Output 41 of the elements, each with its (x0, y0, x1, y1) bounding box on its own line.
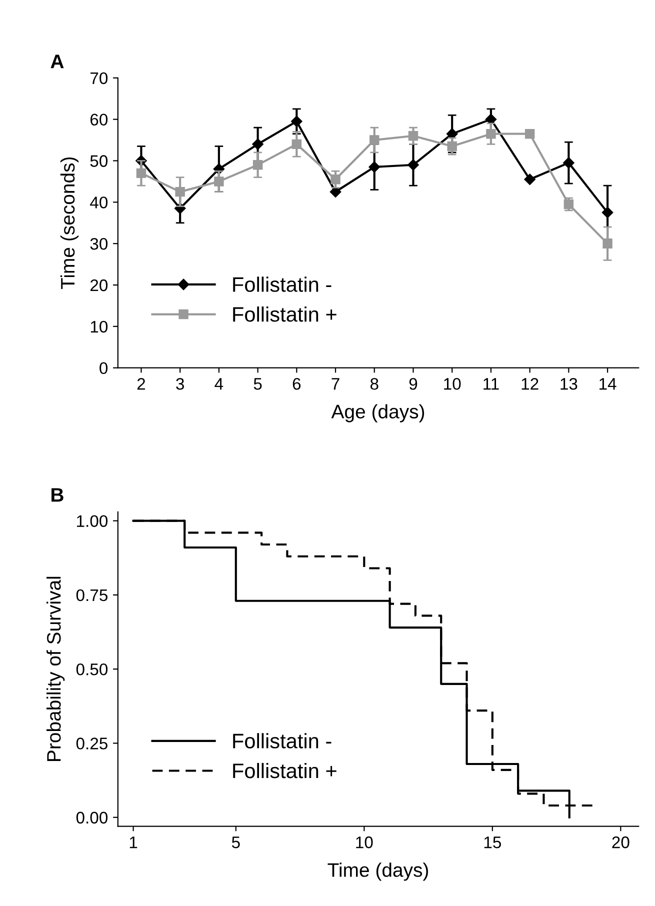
y-tick-label: 1.00 (77, 515, 108, 527)
x-tick-label: 5 (254, 378, 262, 390)
x-tick-label: 10 (356, 836, 373, 848)
x-tick-label: 13 (560, 378, 578, 390)
y-tick-label: 0.25 (76, 738, 108, 750)
x-tick-label: 1 (130, 836, 138, 848)
x-tick-label: 9 (409, 378, 418, 390)
legend-label: Follistatin - (233, 733, 332, 748)
y-axis-title: Time (seconds) (60, 157, 79, 290)
y-tick-label: 0.00 (76, 812, 108, 824)
y-tick-label: 50 (90, 155, 108, 167)
y-tick-label: 70 (90, 72, 108, 84)
x-tick-label: 2 (137, 378, 146, 390)
x-axis-title: Age (days) (331, 404, 424, 422)
y-tick-label: 10 (90, 320, 108, 333)
y-tick-label: 40 (90, 196, 108, 208)
chart-title: B (52, 488, 64, 502)
x-tick-label: 7 (332, 378, 340, 390)
x-tick-label: 4 (214, 378, 224, 390)
y-tick-label: 0.75 (76, 589, 108, 602)
x-tick-label: 6 (292, 378, 301, 390)
legend-label: Follistatin + (233, 306, 336, 322)
x-tick-label: 11 (484, 378, 499, 390)
y-tick-label: 0.50 (76, 663, 108, 676)
legend-label: Follistatin - (233, 276, 332, 292)
x-axis-title: Time (days) (328, 862, 428, 881)
x-tick-label: 15 (484, 836, 501, 848)
x-tick-label: 12 (522, 378, 538, 390)
legend-label: Follistatin + (233, 762, 336, 778)
y-tick-label: 60 (90, 114, 108, 126)
x-tick-label: 14 (600, 378, 616, 390)
x-tick-label: 8 (370, 378, 378, 390)
y-tick-label: 30 (90, 238, 108, 250)
x-tick-label: 5 (232, 836, 240, 848)
y-axis-title: Probability of Survival (46, 576, 65, 761)
y-tick-label: 20 (90, 279, 108, 292)
y-tick-label: 0 (100, 362, 108, 374)
x-tick-label: 3 (176, 378, 184, 390)
x-tick-label: 20 (612, 836, 630, 848)
x-tick-label: 10 (444, 378, 461, 390)
chart-title: A (50, 54, 64, 68)
